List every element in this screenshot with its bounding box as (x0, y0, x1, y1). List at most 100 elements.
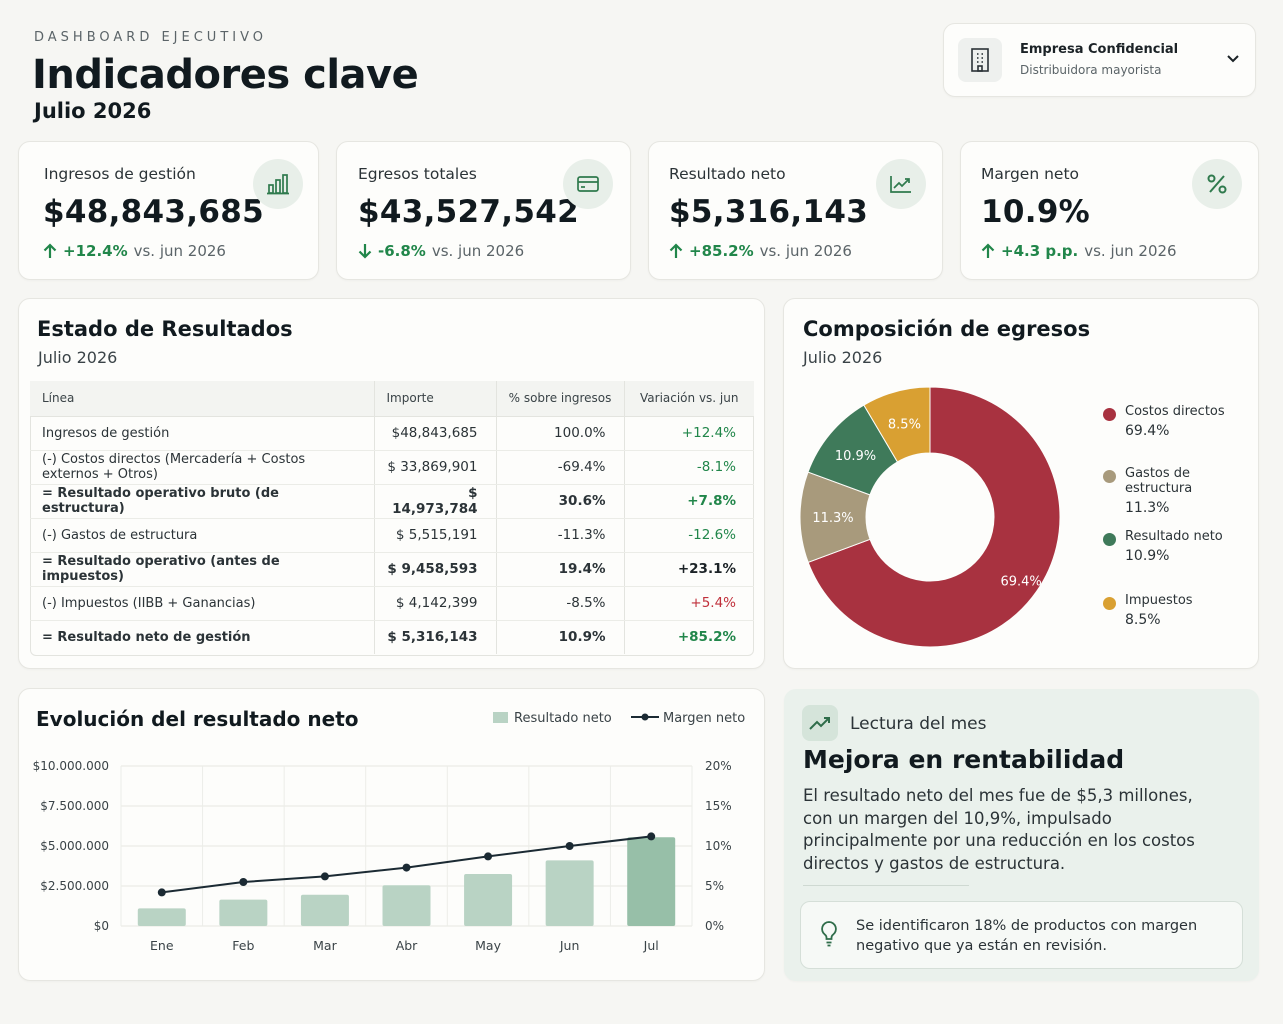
kpi-label: Ingresos de gestión (44, 165, 196, 183)
kpi-value: 10.9% (981, 194, 1091, 230)
y-left-tick-label: $0 (94, 919, 109, 933)
table-row: = Resultado operativo bruto (de estructu… (30, 484, 754, 519)
cell-pct: 30.6% (495, 484, 624, 519)
kpi-compare: vs. jun 2026 (431, 242, 525, 260)
margin-point (402, 863, 411, 872)
cell-amount: $ 5,316,143 (373, 620, 496, 654)
composition-subtitle: Julio 2026 (803, 348, 883, 367)
page-period: Julio 2026 (34, 99, 152, 123)
legend-category: Resultado neto (1125, 529, 1223, 544)
legend-value: 10.9% (1125, 548, 1170, 564)
legend-bar: Resultado neto (493, 711, 612, 726)
legend-dot (1103, 597, 1116, 610)
dashboard-eyebrow: DASHBOARD EJECUTIVO (34, 30, 267, 45)
legend-category: Impuestos (1125, 593, 1193, 608)
kpi-value: $48,843,685 (43, 194, 264, 230)
donut-slice-label: 69.4% (1000, 574, 1041, 589)
x-tick-label: Jul (643, 938, 659, 953)
building-icon (958, 38, 1002, 82)
cell-pct: -11.3% (495, 518, 624, 553)
cell-pct: 19.4% (495, 552, 624, 587)
arrow-up-icon (981, 243, 995, 258)
kpi-value: $5,316,143 (669, 194, 869, 230)
cell-line: = Resultado operativo bruto (de estructu… (30, 484, 374, 519)
table-row: (-) Costos directos (Mercadería + Costos… (30, 450, 754, 485)
cell-line: = Resultado operativo (antes de impuesto… (30, 552, 374, 587)
legend-line-swatch (631, 713, 659, 721)
donut-slice-label: 11.3% (812, 511, 853, 526)
company-name: Empresa Confidencial (1020, 42, 1179, 57)
insight-note-text: Se identificaron 18% de productos con ma… (856, 918, 1198, 954)
margin-point (239, 878, 248, 886)
margin-point (647, 832, 656, 841)
col-header-variation: Variación vs. jun (623, 381, 754, 417)
kpi-compare: vs. jun 2026 (759, 242, 852, 260)
legend-item: Gastos de estructura 11.3% (1103, 466, 1258, 516)
income-statement-table: Línea Importe % sobre ingresos Variación… (30, 381, 754, 654)
legend-item: Costos directos 69.4% (1103, 404, 1225, 439)
margin-point (484, 852, 493, 861)
x-tick-label: Jun (559, 938, 580, 953)
bar-chart-icon (253, 159, 303, 209)
cell-amount: $48,843,685 (373, 416, 496, 451)
x-tick-label: Ene (150, 938, 174, 953)
col-header-amount: Importe (373, 381, 496, 417)
income-statement-title: Estado de Resultados (37, 317, 293, 341)
table-row: (-) Impuestos (IIBB + Ganancias) $ 4,142,… (30, 586, 754, 621)
income-statement-subtitle: Julio 2026 (38, 348, 118, 367)
legend-dot (1103, 408, 1116, 421)
cell-line: Ingresos de gestión (30, 416, 374, 451)
cell-variation: +7.8% (623, 484, 754, 519)
margin-point (565, 842, 574, 850)
cell-amount: $ 4,142,399 (373, 586, 496, 621)
legend-dot (1103, 533, 1116, 546)
insight-body: El resultado neto del mes fue de $5,3 mi… (803, 786, 1195, 873)
lightbulb-icon (819, 920, 839, 952)
bar (464, 874, 513, 926)
cell-amount: $ 5,515,191 (373, 518, 496, 553)
bar (545, 860, 594, 926)
cell-amount: $ 14,973,784 (373, 484, 496, 519)
col-header-line: Línea (30, 381, 374, 417)
y-right-tick-label: 10% (705, 839, 732, 853)
legend-bar-label: Resultado neto (514, 711, 612, 726)
y-right-tick-label: 15% (705, 799, 732, 813)
bar (219, 899, 268, 926)
margin-point (157, 888, 166, 897)
arrow-up-icon (669, 243, 683, 258)
percent-icon (1192, 159, 1242, 209)
bar (627, 837, 676, 926)
cell-variation: +85.2% (623, 620, 754, 654)
col-header-pct: % sobre ingresos (495, 381, 624, 417)
y-left-tick-label: $7.500.000 (40, 799, 109, 813)
legend-value: 11.3% (1125, 500, 1170, 516)
donut-slice (863, 386, 931, 463)
trending-up-icon (802, 705, 838, 741)
legend-bar-swatch (493, 712, 508, 723)
cell-pct: -8.5% (495, 586, 624, 621)
y-right-tick-label: 5% (705, 879, 724, 893)
cell-line: (-) Impuestos (IIBB + Ganancias) (30, 586, 374, 621)
arrow-down-icon (358, 244, 372, 259)
arrow-up-icon (43, 243, 57, 258)
kpi-card-egresos: Egresos totales $43,527,542 -6.8% vs. ju… (336, 141, 631, 280)
kpi-delta: +12.4% vs. jun 2026 (43, 242, 226, 260)
legend-value: 69.4% (1125, 423, 1170, 439)
kpi-card-ingresos: Ingresos de gestión $48,843,685 +12.4% v… (18, 141, 319, 280)
page-title: Indicadores clave (32, 52, 419, 98)
bar (300, 894, 349, 926)
cell-variation: -8.1% (623, 450, 754, 485)
kpi-delta: -6.8% vs. jun 2026 (358, 242, 524, 260)
wallet-icon (563, 159, 613, 209)
legend-category: Gastos de estructura (1125, 466, 1193, 496)
legend-dot (1103, 470, 1116, 483)
y-right-tick-label: 0% (705, 919, 724, 933)
chevron-down-icon[interactable] (1225, 50, 1241, 70)
cell-pct: -69.4% (495, 450, 624, 485)
insight-divider (803, 885, 969, 886)
composition-donut-chart: 69.4% 11.3% 10.9% 8.5% (799, 386, 1061, 648)
cell-line: (-) Costos directos (Mercadería + Costos… (30, 450, 374, 485)
cell-amount: $ 9,458,593 (373, 552, 496, 587)
insight-note: Se identificaron 18% de productos con ma… (800, 901, 1243, 969)
company-selector[interactable]: Empresa Confidencial Distribuidora mayor… (943, 23, 1256, 97)
